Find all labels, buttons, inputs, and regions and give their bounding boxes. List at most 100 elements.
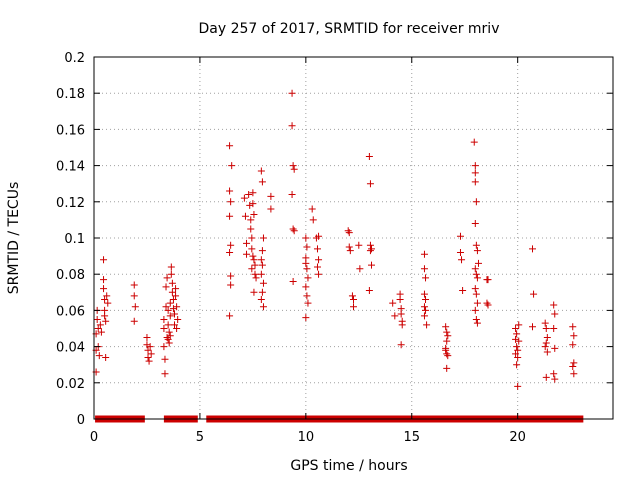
data-point bbox=[289, 162, 297, 170]
data-point bbox=[423, 321, 431, 329]
y-tick-label: 0.2 bbox=[64, 51, 85, 66]
data-point bbox=[543, 334, 551, 342]
data-point bbox=[456, 232, 464, 240]
data-point bbox=[365, 153, 373, 161]
data-point bbox=[162, 283, 170, 291]
data-point bbox=[144, 353, 152, 361]
data-point bbox=[160, 343, 168, 351]
data-point bbox=[529, 245, 537, 253]
data-point bbox=[389, 299, 397, 307]
data-point bbox=[350, 296, 357, 304]
data-point bbox=[422, 296, 430, 304]
data-point bbox=[252, 274, 260, 282]
data-point bbox=[512, 335, 520, 343]
data-point bbox=[303, 243, 311, 251]
y-tick-label: 0.14 bbox=[56, 160, 85, 175]
data-point bbox=[161, 370, 169, 378]
data-point bbox=[288, 89, 296, 97]
data-point bbox=[471, 285, 479, 293]
data-point bbox=[173, 325, 181, 332]
data-point bbox=[259, 279, 267, 287]
data-point bbox=[515, 321, 523, 329]
data-point bbox=[542, 325, 550, 332]
data-point bbox=[143, 334, 151, 342]
data-point bbox=[168, 288, 176, 296]
data-point bbox=[313, 263, 321, 271]
x-tick-label: 20 bbox=[509, 430, 526, 445]
data-point bbox=[227, 241, 235, 249]
data-point bbox=[541, 343, 549, 351]
data-point bbox=[259, 234, 267, 242]
data-point bbox=[315, 232, 323, 240]
data-point bbox=[169, 305, 177, 313]
x-tick-label: 5 bbox=[196, 430, 204, 445]
data-point bbox=[443, 337, 451, 345]
data-point bbox=[513, 361, 521, 369]
data-point bbox=[161, 355, 169, 363]
data-point bbox=[172, 285, 180, 293]
data-point bbox=[397, 310, 405, 318]
data-point bbox=[344, 227, 352, 235]
data-point bbox=[471, 169, 479, 177]
data-point bbox=[550, 370, 558, 378]
data-point bbox=[302, 314, 310, 322]
tick-labels: 0 0.02 0.04 0.06 0.08 0.1 0.12 0.14 0.16 0.18 0.2 0… bbox=[56, 51, 526, 445]
data-point bbox=[473, 299, 481, 307]
data-point bbox=[168, 279, 176, 287]
data-point bbox=[267, 192, 275, 200]
y-axis-title: SRMTID / TECUs bbox=[6, 182, 22, 295]
data-point bbox=[348, 292, 356, 300]
data-point bbox=[259, 303, 267, 311]
data-point bbox=[93, 315, 101, 323]
data-point bbox=[345, 229, 353, 237]
data-point bbox=[102, 317, 110, 325]
data-point bbox=[97, 328, 105, 336]
data-point bbox=[250, 288, 258, 296]
data-point bbox=[173, 303, 181, 311]
data-point bbox=[515, 337, 523, 345]
x-axis-title: GPS time / hours bbox=[290, 458, 407, 474]
data-point bbox=[458, 256, 466, 264]
data-point bbox=[542, 339, 550, 347]
data-point bbox=[163, 274, 171, 282]
data-point bbox=[471, 265, 479, 273]
data-point bbox=[473, 247, 481, 255]
data-point bbox=[166, 332, 174, 340]
data-point bbox=[228, 162, 236, 170]
data-point bbox=[443, 328, 451, 336]
data-point bbox=[164, 306, 172, 314]
data-point bbox=[302, 234, 310, 242]
y-tick-label: 0.12 bbox=[56, 196, 85, 211]
data-point bbox=[541, 319, 549, 327]
chart-title: Day 257 of 2017, SRMTID for receiver mri… bbox=[199, 21, 500, 37]
data-point bbox=[258, 247, 266, 255]
data-point bbox=[169, 296, 177, 304]
data-point bbox=[162, 303, 170, 311]
data-point bbox=[248, 234, 256, 242]
data-point bbox=[258, 178, 266, 186]
data-point bbox=[243, 239, 251, 247]
data-point bbox=[104, 299, 112, 307]
data-point bbox=[420, 250, 428, 258]
data-point bbox=[368, 245, 376, 253]
data-point bbox=[396, 296, 404, 304]
data-point bbox=[100, 276, 108, 284]
data-point bbox=[308, 205, 316, 213]
data-point bbox=[443, 350, 451, 358]
data-point bbox=[227, 272, 235, 280]
data-point bbox=[420, 303, 428, 311]
y-tick-label: 0.04 bbox=[56, 341, 85, 356]
y-tick-label: 0.1 bbox=[64, 232, 85, 247]
data-point bbox=[96, 321, 104, 329]
data-point bbox=[420, 312, 428, 320]
data-point bbox=[442, 346, 450, 354]
data-point bbox=[570, 370, 578, 378]
data-point bbox=[143, 341, 151, 349]
data-point bbox=[164, 321, 172, 329]
data-point bbox=[472, 198, 480, 206]
data-point bbox=[514, 346, 522, 354]
data-point bbox=[420, 290, 428, 298]
x-tick-label: 0 bbox=[90, 430, 98, 445]
data-point bbox=[315, 270, 323, 278]
data-point bbox=[530, 290, 538, 298]
